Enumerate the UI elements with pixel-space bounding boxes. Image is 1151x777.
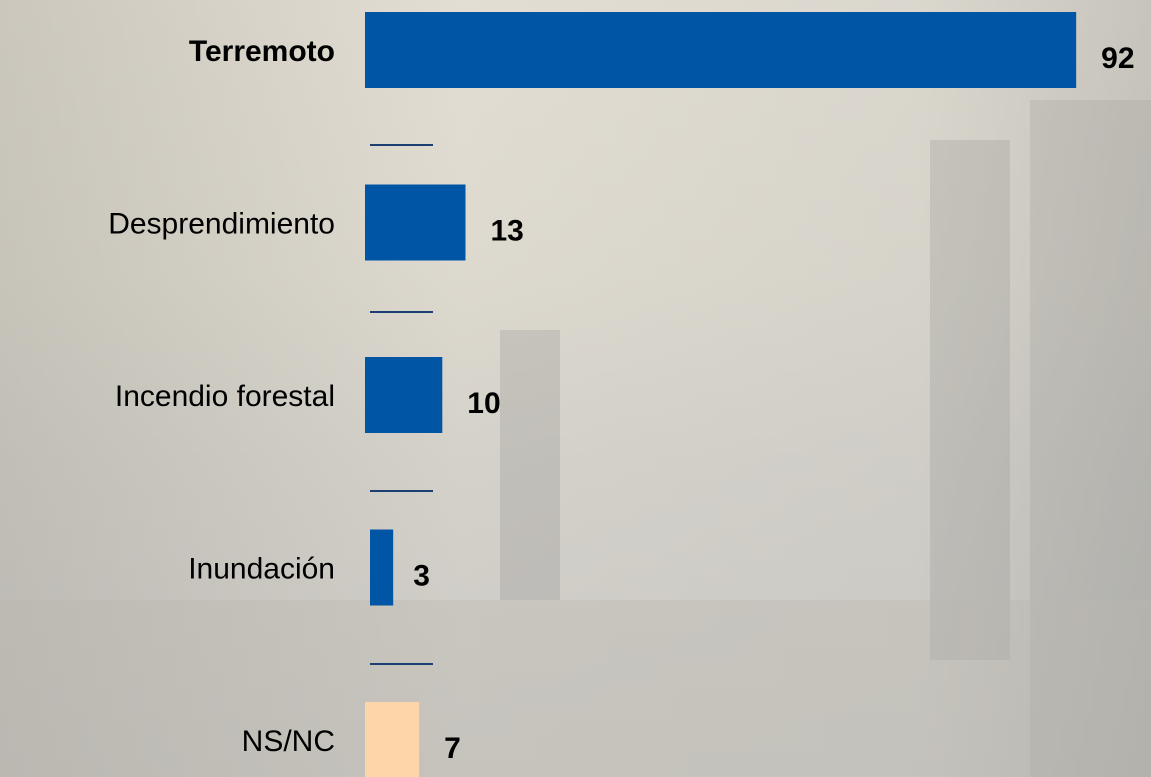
wall bbox=[1030, 100, 1151, 777]
bar bbox=[365, 12, 1077, 88]
category-label: NS/NC bbox=[242, 725, 335, 758]
value-label: 10 bbox=[467, 387, 500, 420]
value-label: 13 bbox=[490, 214, 523, 247]
value-label: 7 bbox=[444, 732, 461, 765]
category-label: Terremoto bbox=[189, 35, 335, 68]
bar bbox=[370, 529, 394, 606]
bar bbox=[365, 702, 420, 777]
street bbox=[0, 600, 1151, 777]
category-label: Incendio forestal bbox=[115, 380, 335, 413]
category-label: Inundación bbox=[188, 552, 335, 585]
value-label: 3 bbox=[413, 559, 430, 592]
figure bbox=[500, 330, 560, 600]
value-label: 92 bbox=[1101, 42, 1134, 75]
category-label: Desprendimiento bbox=[108, 207, 335, 240]
bar bbox=[365, 184, 466, 261]
bar bbox=[365, 357, 443, 433]
doorway bbox=[930, 140, 1010, 660]
